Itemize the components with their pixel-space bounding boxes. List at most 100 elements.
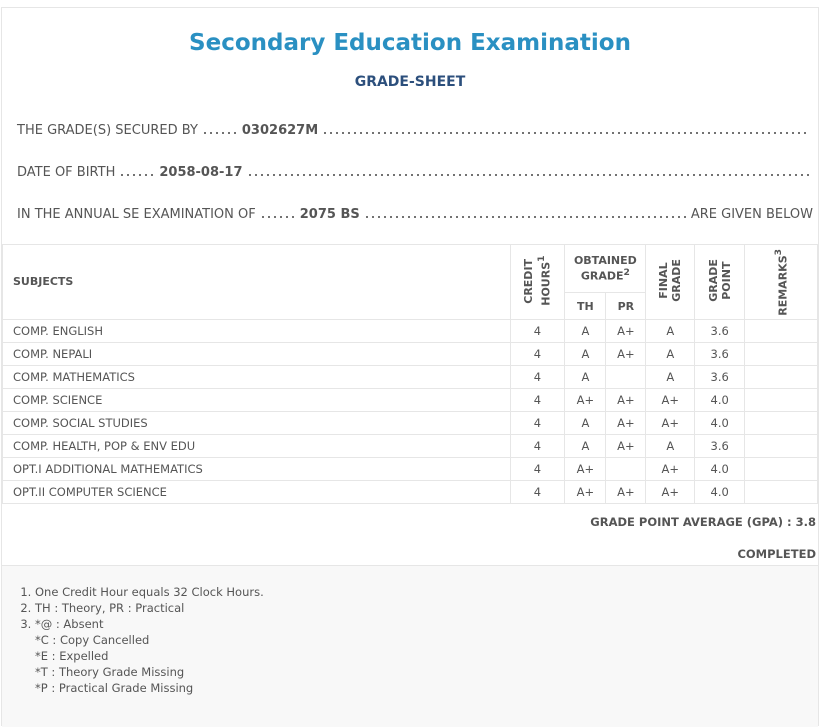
subject: COMP. HEALTH, POP & ENV EDU: [2, 433, 511, 458]
cell: [605, 456, 647, 481]
cell: A+: [645, 479, 696, 504]
text: REMARKS: [776, 255, 790, 316]
row: OPT.II COMPUTER SCIENCE 4 A+ A+ A+ 4.0: [2, 479, 818, 504]
cell: A: [645, 318, 696, 343]
cell: A: [645, 433, 696, 458]
row: COMP. SOCIAL STUDIES 4 A A+ A+ 4.0: [2, 410, 818, 435]
header: SUBJECTS: [2, 244, 511, 320]
cell: [744, 318, 818, 343]
note: One Credit Hour equals 32 Clock Hours.: [35, 584, 818, 600]
cell: A+: [605, 479, 647, 504]
subject: COMP. NEPALI: [2, 341, 511, 366]
note: 3: [773, 249, 785, 256]
note: 2: [623, 267, 630, 279]
cell: 4: [509, 433, 566, 458]
sub-note: *C : Copy Cancelled: [35, 633, 150, 647]
cell: 3.6: [694, 341, 746, 366]
note: *@ : Absent *C : Copy Cancelled *E : Expel…: [35, 616, 818, 696]
cell: 4: [509, 318, 566, 343]
header: CREDIT HOURS1: [509, 244, 566, 320]
cell: A: [564, 318, 607, 343]
row: COMP. ENGLISH 4 A A+ A 3.6: [2, 318, 818, 343]
subject: OPT.I ADDITIONAL MATHEMATICS: [2, 456, 511, 481]
cell: 3.6: [694, 318, 746, 343]
header: OBTAINED GRADE2: [564, 243, 647, 294]
sub-note: *T : Theory Grade Missing: [35, 665, 185, 679]
value: 2075 BS: [299, 207, 360, 222]
cell: A: [564, 410, 607, 435]
label: DATE OF BIRTH: [17, 165, 116, 180]
label: GRADE POINT AVERAGE (GPA) :: [590, 515, 792, 529]
sub-note: *P : Practical Grade Missing: [35, 681, 194, 695]
cell: [744, 341, 818, 366]
cell: A+: [645, 387, 696, 412]
cell: 4.0: [694, 456, 746, 481]
cell: A+: [645, 456, 696, 481]
cell: 4: [509, 456, 566, 481]
header: REMARKS3: [744, 244, 818, 320]
header: PR: [605, 292, 647, 320]
cell: A+: [605, 387, 647, 412]
sub-note: *@ : Absent: [35, 617, 104, 631]
value: 0302627M: [241, 123, 319, 138]
label: THE GRADE(S) SECURED BY: [17, 123, 198, 138]
grade-table: SUBJECTS CREDIT HOURS1 OBTAINED GRADE2 F…: [2, 243, 818, 504]
cell: 4: [509, 387, 566, 412]
cell: 4.0: [694, 479, 746, 504]
row: COMP. NEPALI 4 A A+ A 3.6: [2, 341, 818, 366]
note: TH : Theory, PR : Practical: [35, 600, 818, 616]
text: GRADE POINT: [706, 259, 733, 302]
cell: A+: [605, 318, 647, 343]
cell: A: [564, 433, 607, 458]
row: COMP. SCIENCE 4 A+ A+ A+ 4.0: [2, 387, 818, 412]
info-line: IN THE ANNUAL SE EXAMINATION OF 2075 BS AR…: [17, 207, 813, 222]
gpa: GRADE POINT AVERAGE (GPA) : 3.8: [590, 515, 816, 529]
cell: A: [564, 364, 607, 389]
header: GRADE POINT: [694, 244, 746, 320]
text: CREDIT HOURS: [522, 257, 553, 306]
header: TH: [564, 292, 607, 320]
cell: 4: [509, 341, 566, 366]
cell: A: [645, 364, 696, 389]
subject: COMP. MATHEMATICS: [2, 364, 511, 389]
cell: [744, 433, 818, 458]
cell: A: [645, 341, 696, 366]
row: COMP. HEALTH, POP & ENV EDU 4 A A+ A 3.6: [2, 433, 818, 458]
suffix: ARE GIVEN BELOW: [690, 207, 813, 222]
cell: [744, 364, 818, 389]
subject: OPT.II COMPUTER SCIENCE: [2, 479, 511, 504]
cell: A: [564, 341, 607, 366]
value: 3.8: [795, 515, 816, 529]
cell: 3.6: [694, 433, 746, 458]
cell: A+: [564, 387, 607, 412]
cell: 4.0: [694, 410, 746, 435]
header: FINAL GRADE: [645, 244, 696, 320]
subtitle: GRADE-SHEET: [354, 74, 466, 90]
cell: 4: [509, 364, 566, 389]
subject: COMP. SCIENCE: [2, 387, 511, 412]
cell: A+: [605, 410, 647, 435]
label: IN THE ANNUAL SE EXAMINATION OF: [17, 207, 256, 222]
text: FINAL GRADE: [657, 259, 684, 302]
cell: 4.0: [694, 387, 746, 412]
cell: A+: [564, 456, 607, 481]
cell: [744, 479, 818, 504]
row: COMP. MATHEMATICS 4 A A 3.6: [2, 364, 818, 389]
cell: [605, 364, 647, 389]
sub-note: *E : Expelled: [35, 649, 109, 663]
info-line: THE GRADE(S) SECURED BY 0302627M: [17, 123, 813, 138]
cell: [744, 387, 818, 412]
subject: COMP. ENGLISH: [2, 318, 511, 343]
cell: [744, 456, 818, 481]
cell: A+: [605, 433, 647, 458]
text: OBTAINED GRADE: [573, 254, 637, 283]
title: Secondary Education Examination: [189, 30, 631, 56]
cell: A+: [645, 410, 696, 435]
info-line: DATE OF BIRTH 2058-08-17: [17, 165, 813, 180]
grade-sheet: Secondary Education Examination GRADE-SH…: [1, 7, 819, 727]
notes: One Credit Hour equals 32 Clock Hours.TH…: [2, 565, 818, 727]
status: COMPLETED: [737, 547, 816, 561]
cell: A+: [605, 341, 647, 366]
row: OPT.I ADDITIONAL MATHEMATICS 4 A+ A+ 4.0: [2, 456, 818, 481]
